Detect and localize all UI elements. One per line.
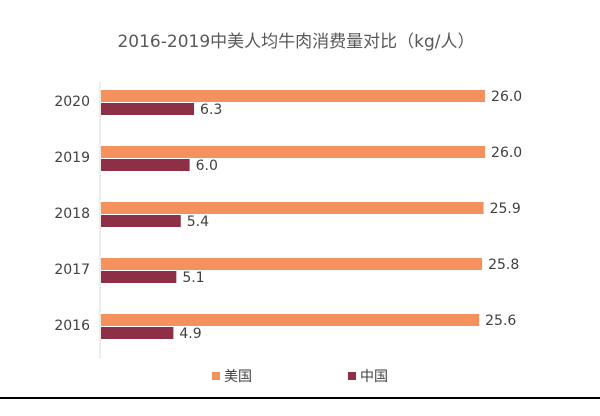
legend-label: 中国 (360, 369, 388, 385)
bar-usa (101, 258, 483, 270)
category-label: 2016 (54, 318, 90, 334)
data-label: 25.8 (488, 257, 519, 273)
data-label: 6.3 (200, 102, 222, 118)
data-label: 5.4 (187, 214, 209, 230)
data-label: 6.0 (196, 158, 218, 174)
bar-china (101, 271, 177, 283)
data-label: 25.9 (490, 201, 521, 217)
bar-china (101, 215, 181, 227)
bar-usa (101, 146, 486, 158)
bar-china (101, 327, 174, 339)
legend-label: 美国 (224, 369, 252, 385)
legend-swatch (212, 372, 220, 380)
legend-swatch (348, 372, 356, 380)
category-label: 2020 (54, 94, 90, 110)
data-label: 5.1 (182, 270, 204, 286)
plot-area: 2020 26.0 6.3 2019 26.0 6.0 2018 25.9 5.4 2017 25.… (54, 82, 522, 358)
bar-usa (101, 90, 486, 102)
bar-usa (101, 314, 480, 326)
category-label: 2018 (54, 206, 90, 222)
category-label: 2019 (54, 150, 90, 166)
data-label: 26.0 (491, 145, 522, 161)
bar-usa (101, 202, 484, 214)
legend: 美国 中国 (212, 369, 388, 385)
data-label: 25.6 (485, 313, 516, 329)
data-label: 4.9 (179, 326, 201, 342)
bar-china (101, 103, 195, 115)
category-label: 2017 (54, 262, 90, 278)
data-label: 26.0 (491, 89, 522, 105)
chart-title: 2016-2019中美人均牛肉消费量对比（kg/人） (117, 32, 474, 52)
bar-china (101, 159, 190, 171)
